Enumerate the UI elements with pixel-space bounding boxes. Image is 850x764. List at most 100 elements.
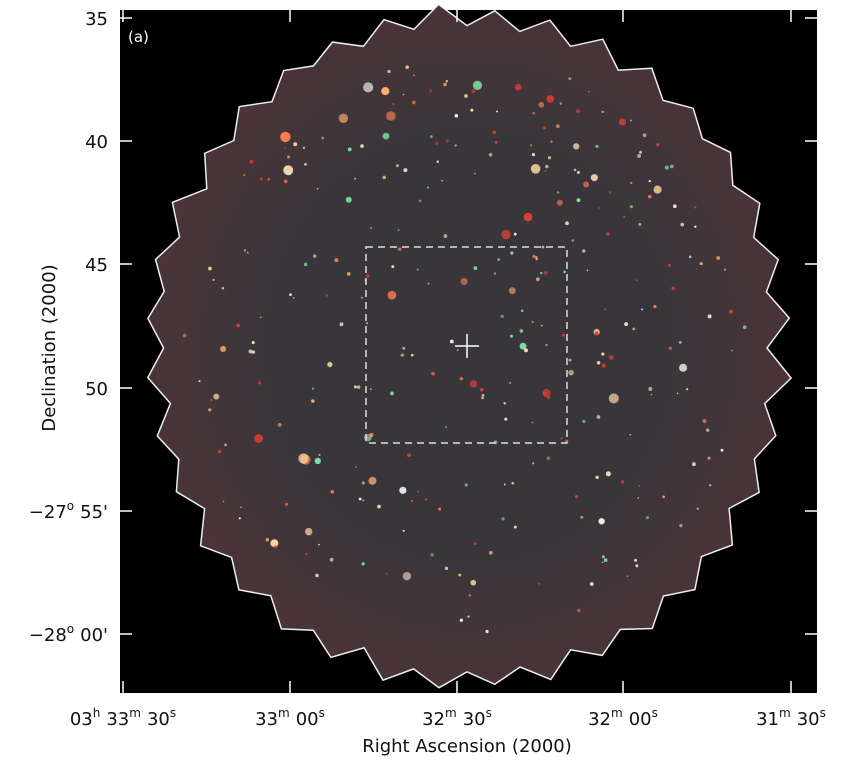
star	[318, 453, 321, 456]
star	[620, 480, 625, 484]
star	[325, 294, 329, 297]
star	[603, 558, 608, 563]
star	[441, 179, 443, 182]
tick-unit: m	[129, 706, 141, 720]
star	[635, 279, 638, 282]
star	[555, 124, 560, 129]
star	[716, 256, 721, 260]
star	[668, 346, 673, 351]
star	[387, 69, 391, 74]
star	[338, 113, 349, 123]
star	[208, 408, 212, 412]
star	[707, 456, 711, 460]
star	[402, 571, 412, 581]
star	[637, 154, 641, 158]
tick-unit: h	[93, 706, 101, 720]
star	[541, 324, 543, 327]
star	[629, 205, 633, 209]
star	[387, 290, 397, 300]
star	[366, 433, 370, 437]
x-tick-label: 32m 00s	[588, 706, 658, 730]
tick-value: 45	[85, 255, 108, 276]
star	[574, 495, 579, 499]
star	[556, 199, 563, 206]
star	[513, 232, 517, 236]
star	[519, 329, 524, 333]
star	[595, 144, 599, 148]
star	[624, 322, 629, 327]
star	[510, 251, 514, 255]
star	[568, 358, 572, 362]
star	[583, 181, 590, 188]
star	[679, 363, 688, 372]
star	[508, 287, 516, 295]
star	[243, 249, 246, 252]
star	[330, 490, 335, 494]
star	[702, 418, 707, 423]
x-tick-label: 03h 33m 30s	[70, 706, 176, 730]
star	[608, 393, 619, 404]
star	[399, 486, 407, 494]
star	[544, 169, 547, 172]
star	[494, 140, 498, 144]
star	[543, 270, 548, 275]
star	[601, 363, 606, 368]
tick-unit: o	[67, 622, 74, 636]
star	[429, 135, 433, 139]
star	[523, 212, 533, 222]
star	[693, 206, 697, 209]
star	[588, 90, 590, 93]
y-tick-label: −27o 55'	[29, 499, 108, 523]
panel-label: (a)	[128, 28, 149, 46]
star	[618, 118, 626, 126]
star	[304, 527, 313, 536]
star	[427, 186, 430, 189]
star	[596, 360, 601, 365]
star	[368, 476, 377, 485]
star	[497, 258, 500, 262]
star	[709, 484, 712, 487]
star	[377, 504, 381, 509]
star	[576, 109, 580, 114]
star	[382, 175, 386, 180]
star	[251, 350, 256, 354]
star	[220, 345, 227, 353]
star	[427, 282, 430, 285]
tick-unit: m	[278, 706, 290, 720]
star	[436, 160, 439, 163]
star	[706, 428, 710, 432]
star	[459, 618, 464, 622]
star	[481, 393, 485, 397]
star	[650, 393, 653, 396]
star	[318, 543, 320, 546]
star	[273, 545, 278, 549]
star	[514, 83, 522, 91]
star	[413, 74, 415, 77]
star	[678, 341, 682, 344]
star	[496, 110, 499, 113]
star	[509, 334, 514, 338]
star	[542, 391, 547, 396]
star	[664, 165, 669, 170]
star	[586, 269, 589, 272]
star	[283, 165, 294, 176]
tick-value: −28	[29, 625, 67, 646]
dashed-box	[365, 246, 568, 444]
star	[381, 86, 390, 96]
star	[639, 150, 643, 154]
star	[634, 558, 638, 562]
star	[729, 309, 733, 314]
star	[577, 609, 581, 613]
star	[438, 507, 442, 511]
star	[292, 296, 295, 299]
star	[692, 462, 696, 467]
star	[334, 258, 339, 263]
star	[632, 327, 636, 331]
star	[531, 152, 536, 157]
star	[509, 382, 511, 384]
star	[641, 308, 644, 311]
star	[277, 422, 282, 427]
star	[541, 245, 545, 249]
star	[595, 475, 599, 480]
tick-unit: m	[779, 706, 791, 720]
